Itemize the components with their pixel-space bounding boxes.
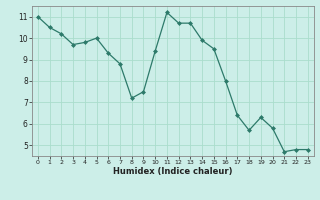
X-axis label: Humidex (Indice chaleur): Humidex (Indice chaleur) bbox=[113, 167, 233, 176]
